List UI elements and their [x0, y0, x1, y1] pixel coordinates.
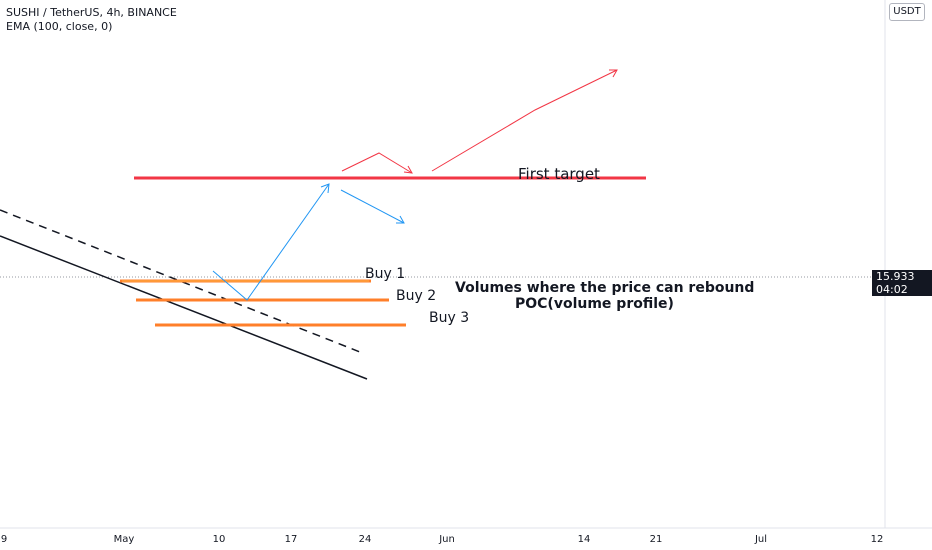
red-arrowhead-small	[403, 165, 413, 174]
blue-path-line	[212, 183, 330, 301]
buy2-label: Buy 2	[396, 288, 436, 304]
blue-down-arrow	[340, 189, 405, 224]
volumes-label: Volumes where the price can rebound	[455, 280, 754, 296]
first-target-label: First target	[518, 165, 600, 183]
time-tick-label: May	[114, 534, 135, 545]
last-price-value: 15.933	[876, 270, 915, 283]
indicator-legend: EMA (100, close, 0)	[6, 20, 113, 33]
last-price-tag: 15.933 04:02	[872, 270, 932, 296]
candle-countdown: 04:02	[876, 283, 908, 296]
buy3-label: Buy 3	[429, 310, 469, 326]
red-arrowhead-up	[609, 69, 618, 78]
time-tick-label: Jul	[754, 534, 767, 545]
blue-arrowhead-up	[320, 183, 330, 194]
blue-arrowhead-down	[396, 215, 405, 224]
chart-background	[0, 0, 885, 528]
time-tick-label: Jun	[438, 534, 455, 545]
time-tick-label: 17	[285, 534, 298, 545]
time-tick-label: 21	[650, 534, 663, 545]
blue-scenario-arrows	[212, 183, 405, 301]
time-tick-label: 10	[213, 534, 226, 545]
time-tick-label: 24	[359, 534, 372, 545]
symbol-title: SUSHI / TetherUS, 4h, BINANCE	[6, 6, 177, 19]
buy1-label: Buy 1	[365, 266, 405, 282]
downtrend-solid-line	[0, 235, 368, 380]
time-tick-label: 9	[1, 534, 7, 545]
red-scenario-arrows	[341, 69, 618, 174]
currency-button[interactable]: USDT	[889, 3, 925, 21]
time-axis-ticks: 9 May 10 17 24 Jun 14 21 Jul 12	[1, 534, 884, 545]
red-zigzag-line	[341, 152, 413, 174]
downtrend-dashed-line	[0, 209, 361, 353]
time-tick-label: 14	[578, 534, 591, 545]
red-up-line	[431, 69, 618, 172]
poc-label: POC(volume profile)	[515, 296, 674, 312]
time-tick-label: 12	[871, 534, 884, 545]
price-axis-background[interactable]	[885, 0, 932, 528]
